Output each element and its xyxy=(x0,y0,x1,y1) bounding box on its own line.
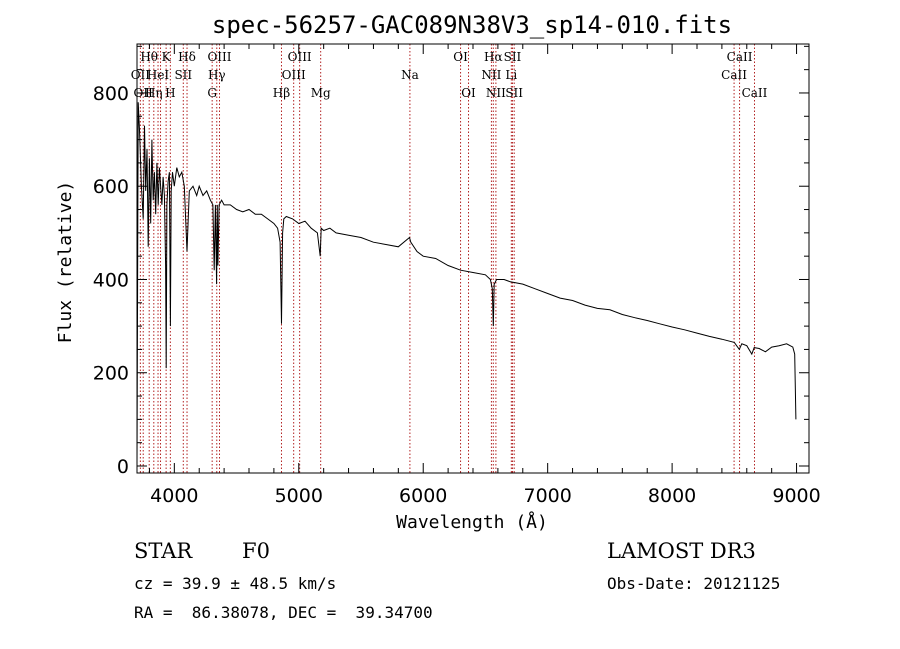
emission-line-label: Na xyxy=(401,68,419,82)
emission-line-label: H xyxy=(165,86,175,100)
emission-line-label: Li xyxy=(505,68,517,82)
emission-line-label: Mg xyxy=(311,86,331,100)
coordinates-readout: RA = 86.38078, DEC = 39.34700 xyxy=(134,603,433,622)
spectrum-series-line xyxy=(136,102,797,464)
y-tick-label: 600 xyxy=(93,176,129,198)
emission-line-label: OII xyxy=(131,68,151,82)
emission-line-label: Hη xyxy=(145,86,163,100)
emission-line-label: CaII xyxy=(742,86,768,100)
y-tick-label: 400 xyxy=(93,269,129,291)
object-subclass: F0 xyxy=(242,539,270,563)
emission-line-markers xyxy=(139,44,755,473)
emission-line-label: Hα xyxy=(484,50,503,64)
y-axis-label: Flux (relative) xyxy=(55,181,76,344)
emission-line-label: Hβ xyxy=(273,86,290,100)
chart-title: spec-56257-GAC089N38V3_sp14-010.fits xyxy=(212,11,732,39)
x-tick-label: 4000 xyxy=(150,485,198,507)
y-tick-label: 200 xyxy=(93,363,129,385)
y-tick-label: 0 xyxy=(117,456,129,478)
emission-line-label: Hγ xyxy=(208,68,226,82)
emission-line-label: NII xyxy=(486,86,506,100)
x-tick-label: 6000 xyxy=(399,485,447,507)
velocity-readout: cz = 39.9 ± 48.5 km/s xyxy=(134,574,337,593)
emission-line-label: OIII xyxy=(288,50,312,64)
emission-line-label: G xyxy=(207,86,217,100)
emission-line-label: K xyxy=(162,50,172,64)
emission-line-label: HeI xyxy=(147,68,170,82)
emission-line-label: OI xyxy=(453,50,468,64)
emission-line-label: CaII xyxy=(727,50,753,64)
emission-line-label: SII xyxy=(504,50,522,64)
object-class: STAR xyxy=(134,539,193,563)
emission-line-label: SII xyxy=(505,86,523,100)
emission-line-label: SII xyxy=(174,68,192,82)
emission-line-label: Hδ xyxy=(178,50,196,64)
y-axis-ticks: 0 200 400 600 800 xyxy=(93,45,809,478)
x-axis-label: Wavelength (Å) xyxy=(396,511,548,533)
x-tick-label: 5000 xyxy=(275,485,323,507)
emission-line-label: NII xyxy=(481,68,501,82)
emission-line-label: CaII xyxy=(721,68,747,82)
x-tick-label: 7000 xyxy=(523,485,571,507)
y-tick-label: 800 xyxy=(93,83,129,105)
x-tick-label: 8000 xyxy=(648,485,696,507)
survey-name: LAMOST DR3 xyxy=(607,539,756,563)
emission-line-label: OIII xyxy=(207,50,231,64)
emission-line-label: OIII xyxy=(282,68,306,82)
emission-line-labels: OIIOIIHθHηHeIKHSIIHδGHγOIIIHβOIIIOIIIMgN… xyxy=(131,50,768,100)
obs-date: Obs-Date: 20121125 xyxy=(607,574,781,593)
emission-line-label: OI xyxy=(461,86,476,100)
x-tick-label: 9000 xyxy=(772,485,820,507)
plot-frame xyxy=(136,43,810,474)
emission-line-label: Hθ xyxy=(140,50,158,64)
x-axis-ticks: 4000 5000 6000 7000 8000 9000 xyxy=(148,44,821,507)
